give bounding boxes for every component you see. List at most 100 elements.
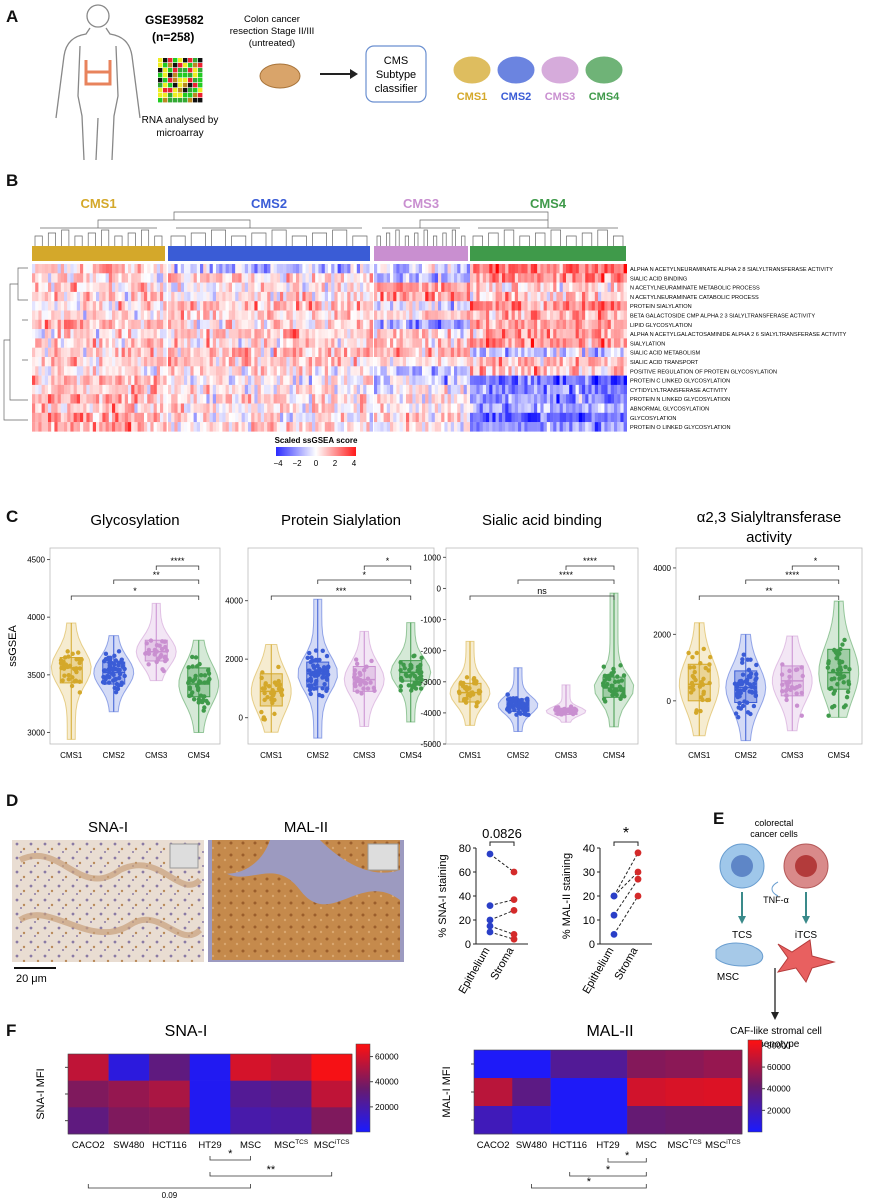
heatmap-cell (374, 338, 378, 348)
heatmap-cell (530, 412, 535, 423)
heatmap-cell (222, 422, 226, 432)
heatmap-cell (193, 394, 197, 404)
heatmap-cell (289, 375, 293, 386)
data-point (406, 683, 412, 688)
heatmap-cell (566, 329, 570, 339)
heatmap-cell (209, 366, 213, 376)
heatmap-cell (64, 282, 68, 293)
heatmap-cell (171, 375, 175, 386)
heatmap-cell (283, 394, 287, 404)
heatmap-cell (521, 291, 525, 302)
heatmap-cell (585, 422, 589, 432)
heatmap-cell (374, 291, 378, 302)
heatmap-cell (566, 422, 570, 432)
heatmap-cell (479, 338, 483, 348)
heatmap-cell (556, 282, 560, 293)
heatmap-cell (212, 291, 217, 302)
heatmap-cell (180, 366, 185, 376)
heatmap-cell (353, 329, 357, 339)
heatmap-cell (83, 357, 87, 367)
heatmap-cell (283, 282, 287, 293)
heatmap-cell (396, 366, 400, 376)
heatmap-cell (257, 403, 261, 413)
heatmap-cell (137, 338, 141, 348)
heatmap-cell (324, 422, 329, 432)
heatmap-cell (318, 422, 322, 432)
data-point (694, 650, 700, 656)
heatmap-cell (492, 319, 496, 330)
heatmap-cell (470, 422, 474, 432)
heatmap-cell (537, 310, 541, 320)
heatmap-cell (73, 282, 77, 293)
heatmap-cell (588, 329, 592, 339)
heatmap-cell (219, 347, 223, 358)
heatmap-cell (187, 347, 191, 358)
microarray-spot (193, 58, 198, 63)
heatmap-cell (216, 403, 220, 413)
heatmap-cell (44, 329, 49, 339)
chart-title: activity (746, 529, 792, 546)
heatmap-cell (521, 282, 525, 293)
heatmap-cell (447, 310, 451, 320)
heatmap-cell (380, 329, 384, 339)
heatmap-cell (454, 282, 458, 293)
heatmap-cell (559, 412, 563, 423)
y-tick-label: 0 (589, 939, 595, 951)
heatmap-cell (41, 282, 45, 293)
data-point (839, 659, 845, 665)
heatmap-cell (438, 347, 442, 358)
heatmap-cell (80, 394, 84, 404)
heatmap-cell (334, 375, 338, 386)
heatmap-cell (534, 282, 538, 293)
heatmap-cell (128, 366, 132, 376)
heatmap-cell (219, 366, 223, 376)
heatmap-cell (328, 264, 332, 274)
heatmap-cell (150, 291, 154, 302)
significance-bracket (113, 579, 200, 584)
heatmap-cell (489, 412, 493, 423)
heatmap-cell (482, 412, 487, 423)
heatmap-cell (254, 310, 258, 320)
heatmap-cell (441, 366, 445, 376)
heatmap-cell (489, 394, 493, 404)
heatmap-cell (505, 310, 509, 320)
heatmap-cell (203, 403, 207, 413)
heatmap-cell (64, 310, 68, 320)
heatmap-cell (92, 301, 97, 311)
heatmap-cell (601, 273, 605, 283)
heatmap-cell (121, 394, 125, 404)
heatmap-cell (41, 347, 45, 358)
heatmap-cell (241, 384, 245, 395)
data-point (115, 686, 121, 692)
heatmap-cell (51, 264, 55, 274)
heatmap-cell (334, 338, 338, 348)
heatmap-cell (328, 338, 332, 348)
heatmap-cell (292, 384, 297, 395)
heatmap-cell (131, 301, 135, 311)
heatmap-cell (441, 338, 445, 348)
heatmap-cell (200, 357, 204, 367)
heatmap-cell (518, 422, 522, 432)
heatmap-cell (302, 273, 306, 283)
heatmap-cell (591, 384, 595, 395)
data-point (116, 663, 121, 668)
heatmap-cell (422, 310, 426, 320)
heatmap-cell (112, 282, 116, 293)
heatmap-cell (137, 310, 141, 320)
heatmap-cell (412, 357, 416, 367)
heatmap-cell (607, 394, 611, 404)
heatmap-cell (131, 422, 135, 432)
heatmap-cell (470, 282, 474, 293)
heatmap-cell (86, 301, 90, 311)
heatmap-cell (196, 422, 201, 432)
heatmap-cell (144, 329, 148, 339)
heatmap-cell (386, 329, 391, 339)
heatmap-cell (534, 319, 538, 330)
heatmap-cell (553, 329, 557, 339)
heatmap-cell (51, 412, 55, 423)
heatmap-cell (292, 291, 297, 302)
heatmap-cell (460, 366, 464, 376)
heatmap-cell (534, 347, 538, 358)
heatmap-cell (174, 422, 178, 432)
pathway-label: BETA GALACTOSIDE CMP ALPHA 2 3 SIALYLTRA… (630, 314, 815, 320)
